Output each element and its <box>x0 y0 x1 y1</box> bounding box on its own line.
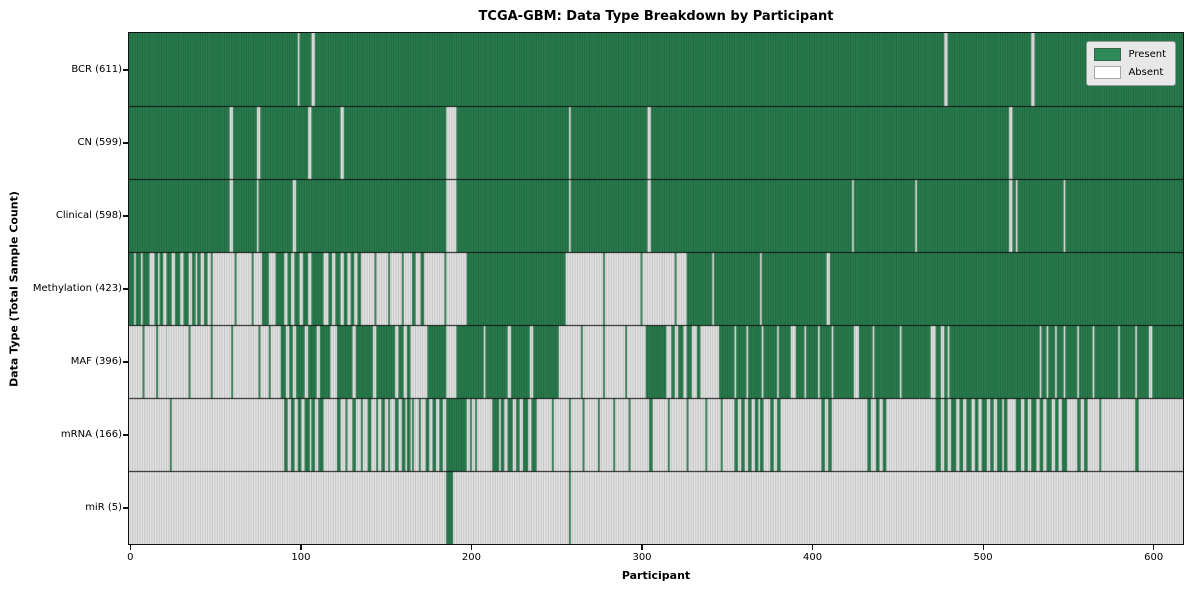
matrix-canvas <box>129 33 1183 544</box>
ytick-label-Methylation: Methylation (423) <box>32 283 122 294</box>
xtick-label: 200 <box>461 552 481 563</box>
legend-swatch-present <box>1094 48 1122 61</box>
legend-entry-absent: Absent <box>1094 66 1166 79</box>
ytick-mark <box>123 288 128 290</box>
legend-label-present: Present <box>1128 48 1166 60</box>
ytick-label-MAF: MAF (396) <box>70 356 122 367</box>
ytick-mark <box>123 361 128 363</box>
xtick-label: 100 <box>291 552 311 563</box>
xtick-mark <box>982 545 984 550</box>
xtick-label: 600 <box>1144 552 1164 563</box>
xtick-label: 0 <box>127 552 134 563</box>
plot-area: Present Absent <box>128 32 1184 545</box>
ytick-mark <box>123 434 128 436</box>
ytick-mark <box>123 507 128 509</box>
xtick-mark <box>470 545 473 550</box>
ytick-label-CN: CN (599) <box>77 137 122 148</box>
xtick-label: 400 <box>803 552 823 563</box>
legend-swatch-absent <box>1094 66 1122 79</box>
xtick-mark <box>129 545 132 550</box>
x-axis-title: Participant <box>621 569 691 582</box>
legend: Present Absent <box>1086 41 1176 86</box>
ytick-mark <box>123 215 128 217</box>
xtick-mark <box>300 545 302 550</box>
xtick-mark <box>811 545 814 550</box>
ytick-mark <box>123 69 128 71</box>
xtick-mark <box>641 545 643 550</box>
chart-title: TCGA-GBM: Data Type Breakdown by Partici… <box>478 9 834 24</box>
legend-entry-present: Present <box>1094 48 1166 61</box>
xtick-label: 300 <box>632 552 652 563</box>
ytick-label-mRNA: mRNA (166) <box>60 429 122 440</box>
xtick-label: 500 <box>973 552 993 563</box>
ytick-label-miR: miR (5) <box>85 502 122 513</box>
xtick-mark <box>1153 545 1155 550</box>
ytick-label-Clinical: Clinical (598) <box>55 210 122 221</box>
ytick-mark <box>123 142 128 144</box>
ytick-label-BCR: BCR (611) <box>71 64 122 75</box>
legend-label-absent: Absent <box>1128 66 1164 78</box>
